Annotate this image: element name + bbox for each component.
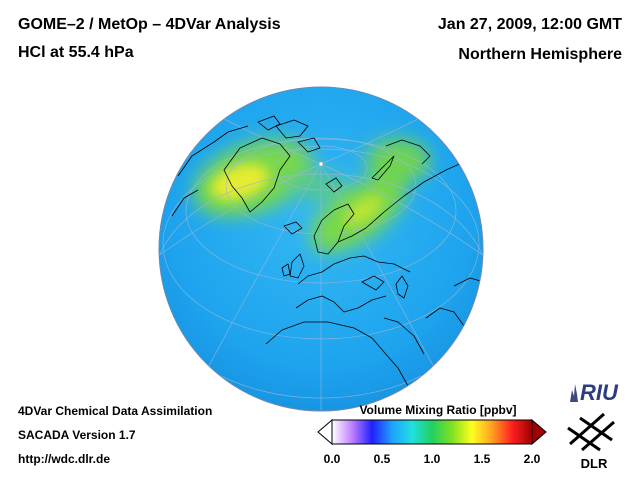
colorbar-tick-label: 0.5 (373, 452, 391, 466)
date-time-label: Jan 27, 2009, 12:00 GMT (437, 16, 622, 33)
svg-text:DLR: DLR (581, 456, 608, 471)
colorbar-low-arrow (317, 418, 333, 446)
colorbar-tick-label: 1.5 (473, 452, 491, 466)
dlr-logo: DLR (567, 412, 615, 471)
colorbar-tick-label: 0.0 (323, 452, 341, 466)
svg-text:RIU: RIU (580, 380, 619, 404)
colorbar-gradient (331, 419, 533, 445)
colorbar (317, 418, 547, 446)
footer-url-link[interactable]: http://wdc.dlr.de (18, 452, 110, 466)
riu-logo: RIU (570, 380, 619, 404)
footer-version-label: SACADA Version 1.7 (18, 428, 136, 442)
species-level-label: HCl at 55.4 hPa (18, 44, 134, 61)
footer-assimilation-label: 4DVar Chemical Data Assimilation (18, 404, 213, 418)
globe-map (158, 86, 484, 412)
colorbar-high-arrow (531, 418, 547, 446)
graticule (159, 115, 483, 411)
colorbar-tick-label: 1.0 (423, 452, 441, 466)
colorbar-tick-label: 2.0 (523, 452, 541, 466)
hemisphere-label: Northern Hemisphere (458, 46, 622, 63)
coastlines (171, 115, 483, 399)
north-pole-marker (318, 161, 324, 167)
colorbar-title: Volume Mixing Ratio [ppbv] (359, 403, 517, 417)
map-title: GOME–2 / MetOp – 4DVar Analysis (18, 16, 281, 33)
